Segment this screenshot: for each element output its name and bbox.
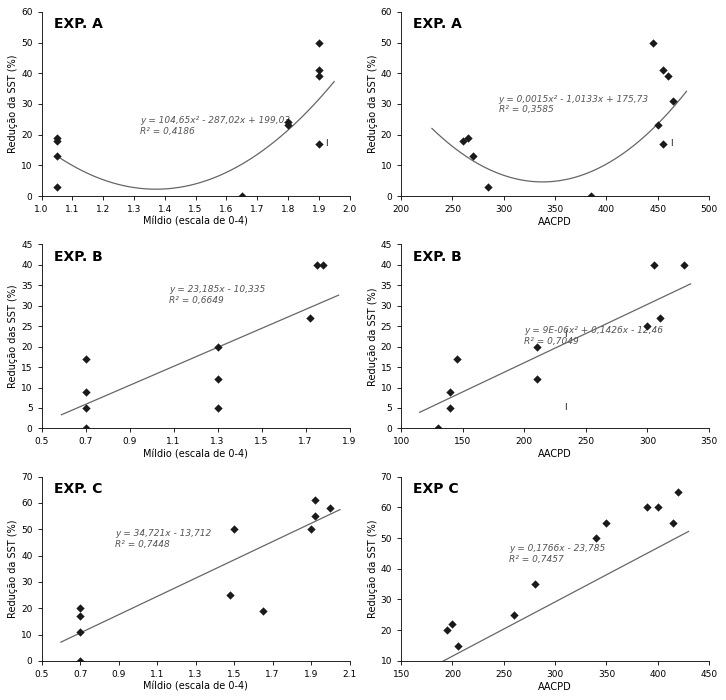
Point — [52, 135, 63, 146]
Point — [452, 640, 463, 651]
Point — [590, 533, 602, 544]
Text: y = 34,721x - 13,712
R² = 0,7448: y = 34,721x - 13,712 R² = 0,7448 — [115, 529, 211, 549]
Point — [483, 181, 494, 193]
Text: I: I — [563, 330, 566, 339]
Point — [654, 312, 666, 323]
Y-axis label: Redução das SST (%): Redução das SST (%) — [8, 284, 18, 389]
Point — [662, 71, 674, 82]
Text: y = 23,185x - 10,335
R² = 0,6649: y = 23,185x - 10,335 R² = 0,6649 — [169, 285, 266, 304]
Point — [257, 606, 269, 617]
Point — [304, 312, 316, 323]
Point — [74, 603, 86, 614]
Y-axis label: Redução da SST (%): Redução da SST (%) — [368, 519, 378, 618]
Point — [309, 510, 321, 522]
Point — [444, 386, 456, 397]
Point — [657, 139, 669, 150]
Point — [657, 64, 669, 76]
Point — [508, 609, 520, 620]
Point — [672, 486, 684, 498]
Point — [212, 402, 224, 414]
Text: I: I — [563, 403, 566, 412]
Point — [80, 402, 91, 414]
Point — [531, 374, 542, 385]
Text: y = 0,0015x² - 1,0133x + 175,73
R² = 0,3585: y = 0,0015x² - 1,0133x + 175,73 R² = 0,3… — [499, 94, 649, 114]
Point — [80, 423, 91, 434]
X-axis label: AACPD: AACPD — [538, 682, 572, 692]
Point — [444, 402, 456, 414]
Point — [531, 341, 542, 352]
Text: EXP. A: EXP. A — [54, 18, 103, 32]
Point — [305, 524, 317, 535]
Point — [642, 502, 653, 513]
Point — [313, 71, 325, 82]
Point — [313, 64, 325, 76]
X-axis label: AACPD: AACPD — [538, 217, 572, 227]
Point — [667, 95, 679, 106]
Point — [74, 655, 86, 666]
Text: y = 9E-06x² + 0,1426x - 12,46
R² = 0,7049: y = 9E-06x² + 0,1426x - 12,46 R² = 0,704… — [524, 326, 664, 346]
Point — [80, 354, 91, 365]
Point — [228, 524, 240, 535]
Point — [311, 259, 322, 270]
Point — [309, 495, 321, 506]
Point — [80, 386, 91, 397]
Text: EXP. B: EXP. B — [54, 250, 102, 264]
Point — [462, 132, 473, 144]
Point — [325, 503, 336, 514]
X-axis label: Míldio (escala de 0-4): Míldio (escala de 0-4) — [143, 217, 248, 227]
Point — [74, 610, 86, 622]
Point — [317, 259, 329, 270]
Text: EXP. C: EXP. C — [54, 482, 102, 496]
Point — [313, 139, 325, 150]
Point — [667, 517, 679, 528]
Point — [652, 502, 664, 513]
Point — [679, 259, 690, 270]
Text: y = 0,1766x - 23,785
R² = 0,7457: y = 0,1766x - 23,785 R² = 0,7457 — [509, 544, 605, 564]
Point — [446, 618, 458, 629]
Point — [52, 150, 63, 162]
Point — [212, 341, 224, 352]
Point — [313, 37, 325, 48]
Y-axis label: Redução da SST (%): Redução da SST (%) — [8, 55, 18, 153]
Text: EXP C: EXP C — [414, 482, 459, 496]
X-axis label: AACPD: AACPD — [538, 449, 572, 459]
Point — [52, 181, 63, 193]
Text: I: I — [670, 139, 673, 148]
Point — [224, 589, 236, 601]
Point — [600, 517, 612, 528]
X-axis label: Míldio (escala de 0-4): Míldio (escala de 0-4) — [143, 682, 248, 692]
Text: EXP. B: EXP. B — [414, 250, 462, 264]
Point — [74, 626, 86, 638]
Point — [236, 190, 248, 202]
Text: EXP. A: EXP. A — [414, 18, 462, 32]
Y-axis label: Redução da SST (%): Redução da SST (%) — [368, 55, 378, 153]
Point — [642, 321, 653, 332]
Point — [441, 624, 453, 636]
Point — [648, 259, 659, 270]
Point — [212, 374, 224, 385]
Point — [52, 132, 63, 144]
Point — [529, 578, 540, 589]
X-axis label: Míldio (escala de 0-4): Míldio (escala de 0-4) — [143, 449, 248, 459]
Text: I: I — [325, 139, 327, 148]
Point — [585, 190, 597, 202]
Point — [282, 117, 294, 128]
Point — [652, 120, 664, 131]
Point — [451, 354, 462, 365]
Point — [647, 37, 658, 48]
Point — [432, 423, 444, 434]
Point — [467, 150, 478, 162]
Point — [457, 135, 468, 146]
Y-axis label: Redução da SST (%): Redução da SST (%) — [368, 287, 378, 386]
Text: y = 104,65x² - 287,02x + 199,03
R² = 0,4186: y = 104,65x² - 287,02x + 199,03 R² = 0,4… — [140, 116, 290, 136]
Point — [282, 120, 294, 131]
Y-axis label: Redução da SST (%): Redução da SST (%) — [8, 519, 18, 618]
